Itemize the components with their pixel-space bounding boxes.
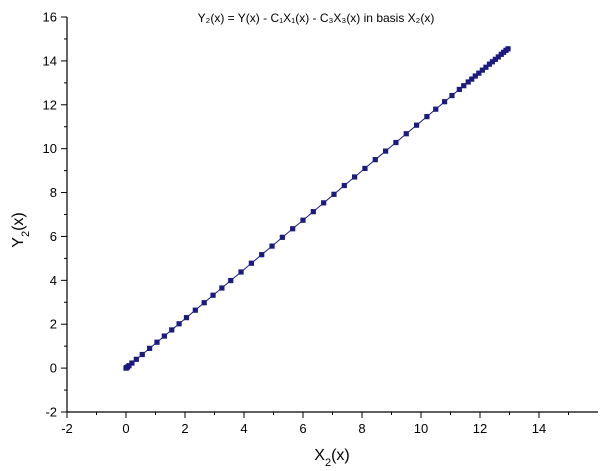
x-tick-label: 12 — [473, 421, 487, 436]
data-point — [489, 59, 495, 65]
y-tick-label: -2 — [45, 405, 57, 420]
data-point — [228, 277, 234, 284]
data-point — [433, 106, 439, 112]
data-point — [442, 99, 448, 105]
y-axis-title-subscript: 2 — [20, 231, 32, 237]
data-point — [461, 83, 467, 89]
y-tick-label: 8 — [50, 185, 57, 200]
data-point — [424, 114, 430, 120]
x-tick-label: 4 — [240, 421, 247, 436]
x-axis-title-subscript: 2 — [325, 457, 331, 469]
data-point — [486, 61, 493, 67]
x-tick-label: 6 — [299, 421, 306, 436]
data-point — [495, 54, 501, 60]
data-point — [183, 315, 190, 321]
data-point — [456, 86, 462, 93]
data-point — [279, 234, 285, 240]
y-tick-label: 10 — [43, 141, 57, 156]
data-point — [449, 92, 455, 99]
x-tick-label: 8 — [358, 421, 365, 436]
data-point — [161, 333, 167, 339]
x-tick-label: 14 — [532, 421, 546, 436]
data-point — [192, 307, 198, 313]
data-point — [147, 345, 153, 351]
data-point — [469, 76, 475, 82]
x-tick-label: 0 — [122, 421, 129, 436]
data-point — [413, 122, 420, 128]
plot-frame — [66, 17, 598, 413]
data-point — [310, 209, 316, 215]
data-point — [479, 67, 485, 73]
data-point — [290, 226, 296, 232]
y-tick-label: 12 — [43, 97, 57, 112]
data-point — [393, 139, 399, 146]
data-point — [129, 360, 135, 366]
data-point — [352, 174, 358, 180]
data-point — [176, 321, 182, 327]
data-point — [341, 182, 347, 189]
y-tick-label: 6 — [50, 229, 57, 244]
tick-labels: -2 0 2 4 6 8 10 12 14 -2 0 2 4 6 8 10 12 14 16 — [43, 10, 547, 437]
tick-marks — [61, 16, 569, 418]
y-tick-label: 4 — [50, 273, 57, 288]
data-point — [219, 285, 225, 291]
x-tick-label: -2 — [61, 421, 73, 436]
data-point — [476, 70, 482, 76]
data-point — [383, 148, 389, 154]
data-point — [154, 339, 160, 345]
x-axis-title-main: X — [314, 447, 325, 464]
x-axis-title: X2(x) — [314, 447, 349, 469]
y-axis-title-main: Y — [10, 237, 27, 248]
x-axis-title-suffix: (x) — [331, 447, 350, 464]
data-point — [139, 351, 145, 358]
data-point — [483, 64, 489, 70]
y-axis-title-suffix: (x) — [10, 212, 27, 231]
y-axis-title: Y2(x) — [10, 212, 32, 247]
data-point — [472, 73, 478, 79]
data-point — [210, 292, 216, 298]
chart-title: Y₂(x) = Y(x) - C₁X₁(x) - C₃X₃(x) in basi… — [198, 11, 435, 25]
data-point — [238, 269, 244, 275]
data-series — [123, 46, 511, 371]
data-point — [492, 56, 498, 62]
x-tick-label: 10 — [414, 421, 428, 436]
y-tick-label: 14 — [43, 53, 57, 68]
x-tick-label: 2 — [181, 421, 188, 436]
y-tick-label: 16 — [43, 10, 57, 25]
data-point — [505, 46, 511, 52]
data-point — [269, 243, 275, 249]
y-tick-label: 0 — [50, 361, 57, 376]
data-point — [133, 356, 139, 362]
data-point — [403, 131, 409, 137]
data-point — [248, 260, 254, 266]
data-point — [372, 157, 378, 163]
data-point — [362, 165, 368, 172]
data-point — [259, 252, 265, 258]
data-point — [321, 200, 327, 206]
y-tick-label: 2 — [50, 317, 57, 332]
data-point — [201, 300, 207, 306]
data-point — [300, 217, 306, 223]
data-point — [169, 327, 175, 333]
data-point — [465, 79, 471, 85]
data-point — [331, 191, 337, 197]
data-point — [126, 363, 132, 369]
